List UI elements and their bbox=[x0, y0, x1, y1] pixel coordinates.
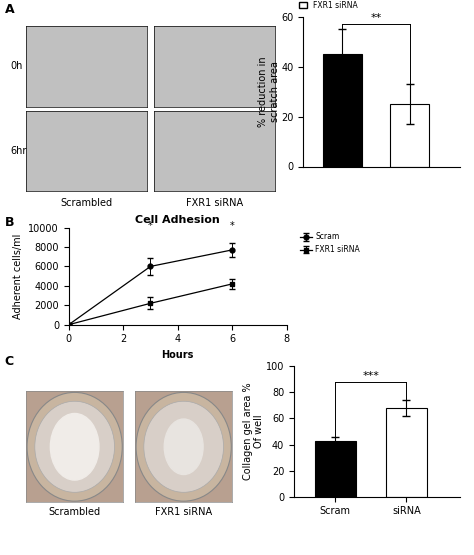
Bar bbox=[386, 408, 427, 497]
Ellipse shape bbox=[164, 419, 203, 475]
Ellipse shape bbox=[50, 413, 99, 480]
Y-axis label: Adherent cells/ml: Adherent cells/ml bbox=[13, 234, 23, 319]
X-axis label: Hours: Hours bbox=[162, 350, 194, 360]
Text: Scrambled: Scrambled bbox=[49, 507, 100, 517]
Text: FXR1 siRNA: FXR1 siRNA bbox=[186, 198, 243, 208]
Text: Scrambled: Scrambled bbox=[61, 198, 112, 208]
Legend: Scram, FXR1 siRNA: Scram, FXR1 siRNA bbox=[297, 229, 363, 258]
Bar bbox=[315, 441, 356, 497]
Ellipse shape bbox=[136, 392, 231, 501]
Text: C: C bbox=[5, 355, 14, 368]
Text: *: * bbox=[230, 221, 235, 231]
Bar bbox=[390, 104, 429, 166]
Text: 0h: 0h bbox=[10, 61, 23, 72]
Text: B: B bbox=[5, 216, 14, 229]
Text: **: ** bbox=[370, 13, 382, 23]
Bar bbox=[323, 54, 362, 166]
Text: A: A bbox=[5, 3, 14, 16]
Text: *: * bbox=[148, 221, 153, 231]
Ellipse shape bbox=[144, 401, 224, 492]
Y-axis label: Collagen gel area %
Of well: Collagen gel area % Of well bbox=[243, 383, 264, 480]
Y-axis label: % reduction in
scratch area: % reduction in scratch area bbox=[258, 56, 280, 127]
Text: FXR1 siRNA: FXR1 siRNA bbox=[155, 507, 212, 517]
Text: ***: *** bbox=[363, 371, 379, 381]
Title: Cell Adhesion: Cell Adhesion bbox=[136, 215, 220, 225]
Text: 6hr: 6hr bbox=[10, 146, 27, 157]
Legend: scrambled control, FXR1 siRNA: scrambled control, FXR1 siRNA bbox=[300, 0, 383, 10]
Ellipse shape bbox=[35, 401, 115, 492]
Ellipse shape bbox=[27, 392, 122, 501]
